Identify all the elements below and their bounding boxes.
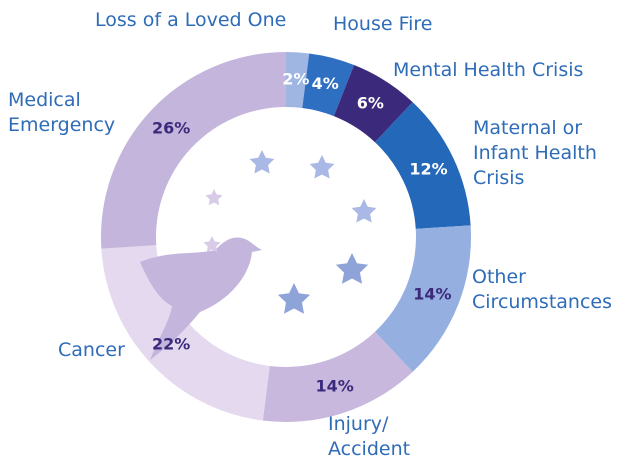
decoration	[140, 150, 376, 360]
value-label: 14%	[413, 284, 451, 303]
category-label: Mental Health Crisis	[393, 58, 583, 83]
chart: 2%4% 6% 12% 14% 14% 22% 26% Loss of a Loved On…	[0, 0, 628, 468]
donut	[101, 52, 471, 422]
value-label: 4%	[312, 74, 339, 93]
slice	[101, 52, 286, 249]
value-label: 14%	[316, 376, 354, 395]
category-label: Injury/ Accident	[328, 412, 410, 462]
category-label: Loss of a Loved One	[95, 8, 286, 33]
category-label: Cancer	[58, 338, 125, 363]
value-label: 22%	[152, 334, 190, 353]
value-label: 26%	[152, 119, 190, 138]
category-label: Other Circumstances	[472, 265, 612, 315]
value-label: 2%	[282, 69, 309, 88]
category-label: Maternal or Infant Health Crisis	[473, 116, 597, 191]
value-label: 12%	[409, 159, 447, 178]
value-label: 6%	[357, 94, 384, 113]
category-label: House Fire	[333, 12, 433, 37]
category-label: Medical Emergency	[8, 88, 115, 138]
